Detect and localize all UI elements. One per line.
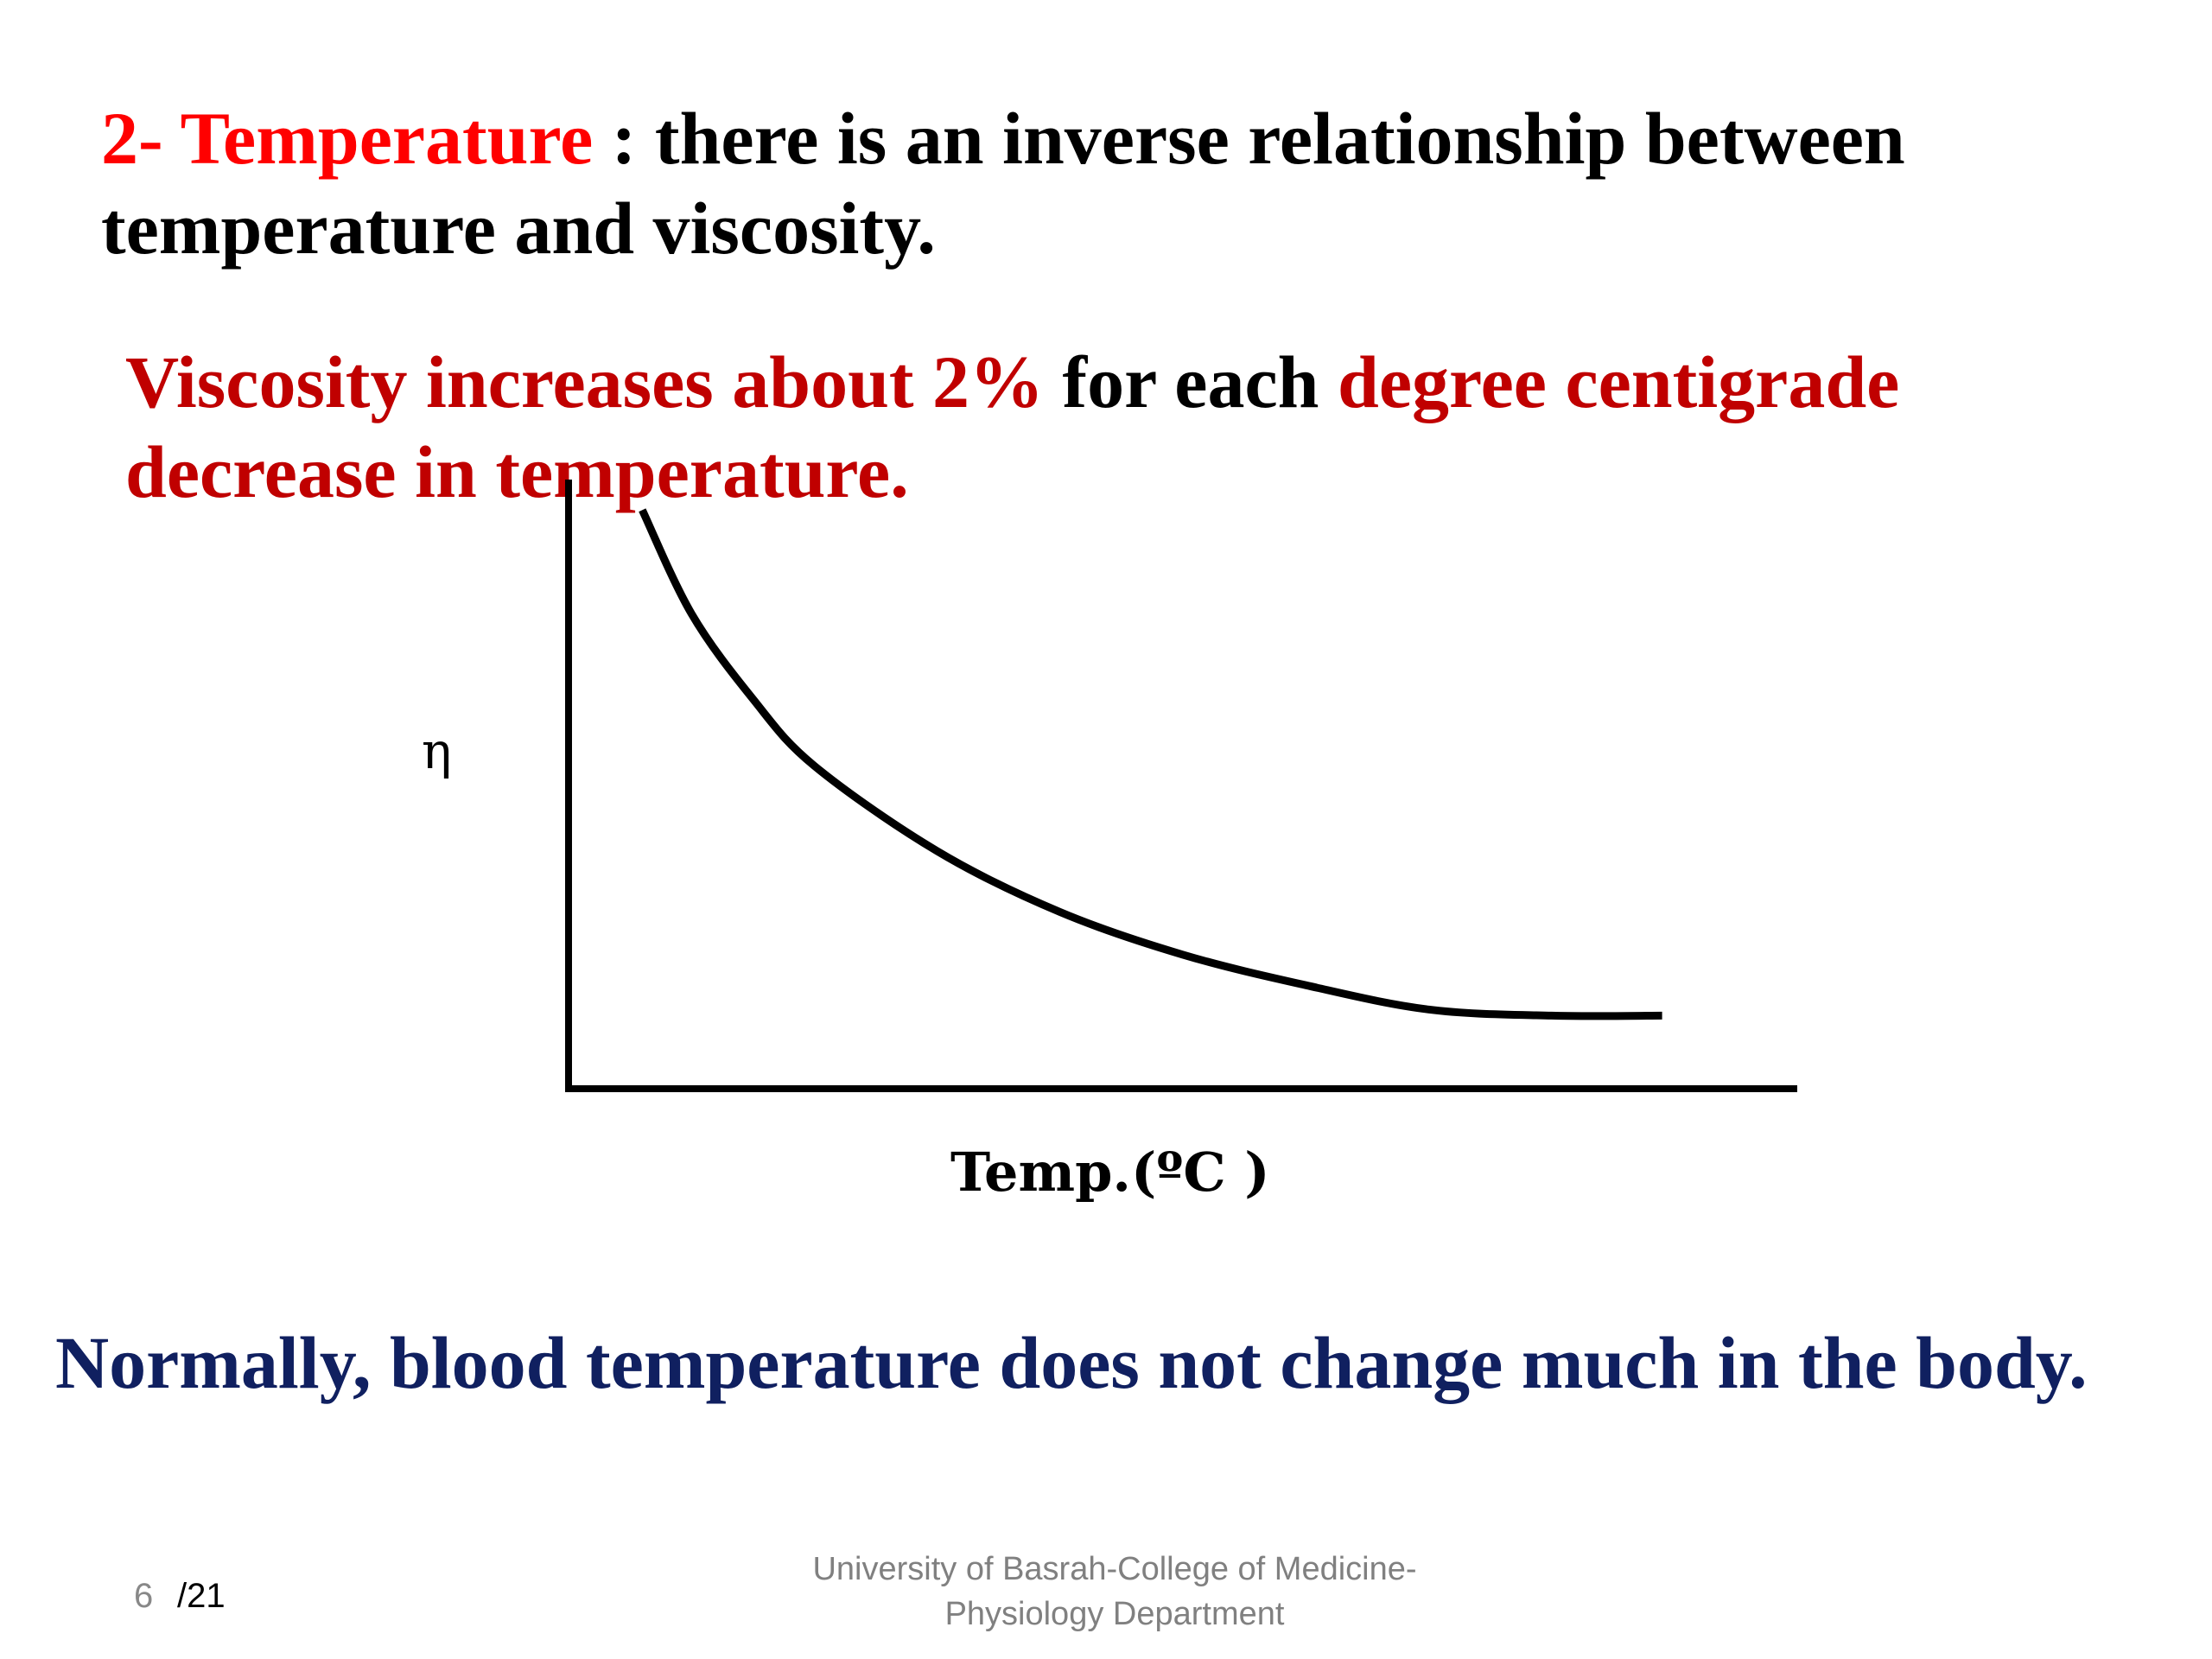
- page-total: /21: [177, 1577, 226, 1615]
- heading-prefix: 2- Temperature: [101, 97, 594, 180]
- heading: 2- Temperature : there is an inverse rel…: [101, 93, 2088, 273]
- heading-text: : there is an inverse relationship betwe…: [101, 97, 1905, 270]
- page-number: 6: [134, 1577, 154, 1615]
- footer-line1: University of Basrah-College of Medicine…: [812, 1551, 1417, 1587]
- subpoint: Viscosity increases about 2% for each de…: [125, 337, 2113, 517]
- conclusion-text: Normally, blood temperature does not cha…: [55, 1321, 2088, 1404]
- footer-line2: Physiology Department: [944, 1596, 1285, 1632]
- subpoint-part2: for each: [1044, 340, 1338, 423]
- x-axis-label: Temp.(ºC ): [950, 1141, 1270, 1204]
- subpoint-part3: degree centigrade decrease in temperatur…: [125, 340, 1900, 513]
- y-axis-label: η: [422, 721, 452, 780]
- viscosity-curve: [639, 508, 1662, 1020]
- footer-institution: University of Basrah-College of Medicine…: [760, 1547, 1469, 1637]
- subpoint-part1: Viscosity increases about 2%: [125, 340, 1045, 423]
